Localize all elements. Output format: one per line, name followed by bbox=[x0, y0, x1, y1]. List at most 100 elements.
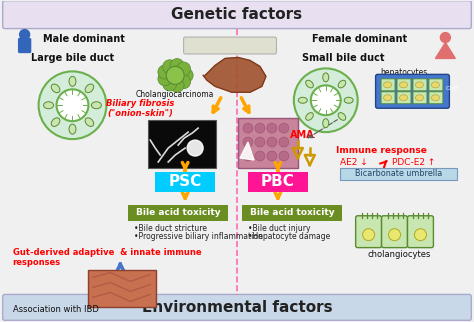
Circle shape bbox=[166, 66, 184, 84]
Text: Bile acid toxicity: Bile acid toxicity bbox=[249, 208, 334, 217]
Circle shape bbox=[243, 151, 253, 161]
Circle shape bbox=[177, 75, 191, 89]
Ellipse shape bbox=[306, 113, 313, 120]
Circle shape bbox=[170, 59, 184, 72]
FancyBboxPatch shape bbox=[242, 205, 342, 221]
Ellipse shape bbox=[416, 82, 423, 88]
Text: CoH: CoH bbox=[446, 86, 458, 91]
Text: hepatocytes: hepatocytes bbox=[380, 68, 427, 77]
Ellipse shape bbox=[323, 73, 329, 82]
Ellipse shape bbox=[85, 84, 94, 93]
Ellipse shape bbox=[91, 102, 101, 109]
Text: Bicarbonate umbrella: Bicarbonate umbrella bbox=[355, 169, 442, 178]
Text: Large bile duct: Large bile duct bbox=[31, 53, 114, 63]
Ellipse shape bbox=[400, 95, 408, 101]
Text: •Progressive biliary inflammation: •Progressive biliary inflammation bbox=[134, 232, 263, 241]
Circle shape bbox=[19, 30, 29, 40]
Ellipse shape bbox=[298, 97, 307, 103]
Circle shape bbox=[279, 151, 289, 161]
FancyBboxPatch shape bbox=[381, 79, 395, 91]
Text: PDC-E2 ↑: PDC-E2 ↑ bbox=[392, 158, 435, 167]
Circle shape bbox=[255, 137, 265, 147]
Ellipse shape bbox=[69, 76, 76, 86]
FancyBboxPatch shape bbox=[381, 92, 395, 104]
Text: PSC: PSC bbox=[169, 175, 202, 189]
Circle shape bbox=[170, 78, 184, 92]
Circle shape bbox=[311, 85, 341, 115]
Circle shape bbox=[177, 62, 191, 76]
FancyBboxPatch shape bbox=[397, 92, 411, 104]
Circle shape bbox=[279, 137, 289, 147]
Polygon shape bbox=[240, 142, 254, 160]
Text: Immune response: Immune response bbox=[336, 146, 427, 155]
Circle shape bbox=[163, 60, 177, 74]
Ellipse shape bbox=[431, 95, 439, 101]
Circle shape bbox=[38, 71, 106, 139]
Ellipse shape bbox=[51, 118, 60, 127]
Circle shape bbox=[414, 229, 427, 241]
Circle shape bbox=[267, 123, 277, 133]
FancyBboxPatch shape bbox=[413, 92, 427, 104]
Circle shape bbox=[255, 123, 265, 133]
Text: Cholangiocarcinoma: Cholangiocarcinoma bbox=[136, 90, 214, 99]
FancyBboxPatch shape bbox=[89, 270, 156, 308]
Ellipse shape bbox=[51, 84, 60, 93]
Circle shape bbox=[389, 229, 401, 241]
Circle shape bbox=[187, 140, 203, 156]
Text: •Bile duct injury: •Bile duct injury bbox=[248, 224, 310, 233]
FancyBboxPatch shape bbox=[3, 1, 471, 29]
Ellipse shape bbox=[306, 80, 313, 88]
Text: cholangiocytes: cholangiocytes bbox=[368, 250, 431, 259]
FancyBboxPatch shape bbox=[238, 118, 298, 168]
Circle shape bbox=[163, 77, 177, 91]
Circle shape bbox=[255, 151, 265, 161]
FancyBboxPatch shape bbox=[155, 172, 215, 192]
Ellipse shape bbox=[383, 95, 392, 101]
Circle shape bbox=[363, 229, 374, 241]
FancyBboxPatch shape bbox=[397, 79, 411, 91]
Circle shape bbox=[158, 72, 172, 86]
Text: Female dominant: Female dominant bbox=[312, 33, 407, 43]
FancyBboxPatch shape bbox=[248, 172, 308, 192]
Ellipse shape bbox=[44, 102, 54, 109]
FancyBboxPatch shape bbox=[128, 205, 228, 221]
Text: AMA: AMA bbox=[290, 130, 314, 140]
FancyBboxPatch shape bbox=[408, 216, 433, 248]
Text: Gut-derived adaptive  & innate immune
responses: Gut-derived adaptive & innate immune res… bbox=[13, 248, 201, 267]
Circle shape bbox=[158, 65, 172, 79]
FancyBboxPatch shape bbox=[18, 39, 31, 52]
FancyBboxPatch shape bbox=[148, 120, 216, 168]
Circle shape bbox=[179, 68, 193, 82]
FancyBboxPatch shape bbox=[429, 92, 443, 104]
Text: Male dominant: Male dominant bbox=[43, 33, 125, 43]
Ellipse shape bbox=[85, 118, 94, 127]
FancyBboxPatch shape bbox=[356, 216, 382, 248]
FancyBboxPatch shape bbox=[413, 79, 427, 91]
FancyBboxPatch shape bbox=[375, 74, 449, 108]
Ellipse shape bbox=[69, 124, 76, 134]
Circle shape bbox=[267, 137, 277, 147]
Circle shape bbox=[56, 89, 89, 121]
FancyBboxPatch shape bbox=[183, 37, 276, 54]
FancyBboxPatch shape bbox=[3, 294, 471, 320]
Text: Environmental factors: Environmental factors bbox=[142, 300, 332, 315]
FancyBboxPatch shape bbox=[429, 79, 443, 91]
FancyBboxPatch shape bbox=[340, 168, 457, 180]
Text: Bile acid toxicity: Bile acid toxicity bbox=[136, 208, 220, 217]
Text: Biliary fibrosis
("onion-skin"): Biliary fibrosis ("onion-skin") bbox=[106, 99, 174, 118]
Text: Genetic factors: Genetic factors bbox=[172, 7, 302, 22]
Ellipse shape bbox=[344, 97, 353, 103]
Circle shape bbox=[243, 137, 253, 147]
Text: AE2 ↓: AE2 ↓ bbox=[340, 158, 367, 167]
Text: Liver cirrhosis: Liver cirrhosis bbox=[199, 41, 262, 50]
Ellipse shape bbox=[338, 113, 346, 120]
Ellipse shape bbox=[416, 95, 423, 101]
Circle shape bbox=[440, 33, 450, 43]
Polygon shape bbox=[436, 43, 456, 59]
Ellipse shape bbox=[400, 82, 408, 88]
Ellipse shape bbox=[431, 82, 439, 88]
Circle shape bbox=[243, 123, 253, 133]
Text: •Hepatocyte damage: •Hepatocyte damage bbox=[248, 232, 330, 241]
Ellipse shape bbox=[383, 82, 392, 88]
Polygon shape bbox=[203, 57, 266, 92]
